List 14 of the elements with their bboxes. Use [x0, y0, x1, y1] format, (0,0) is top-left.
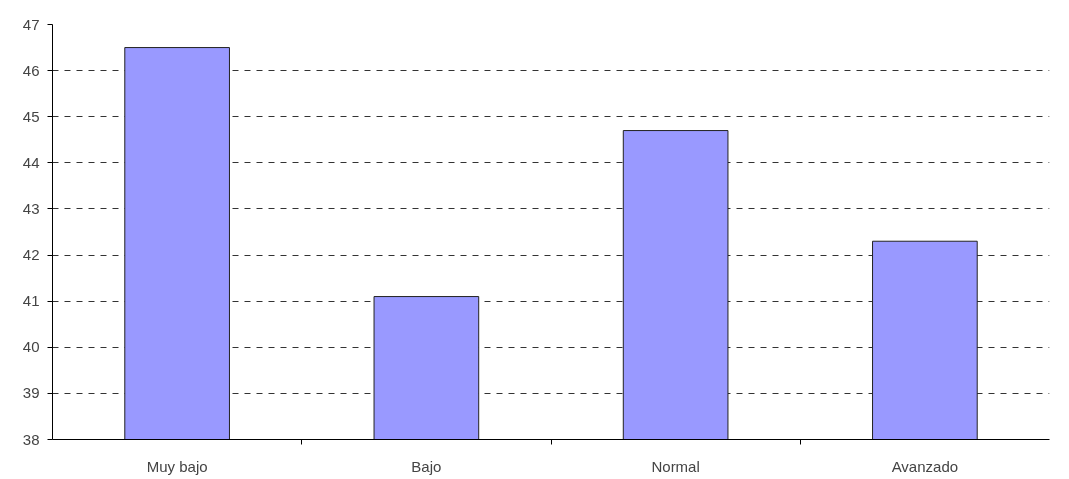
x-tick-label: Muy bajo — [146, 457, 208, 475]
y-tick-label: 38 — [22, 430, 40, 448]
x-tick-label: Normal — [651, 457, 700, 475]
y-tick-label: 40 — [22, 338, 40, 356]
y-tick-label: 43 — [22, 199, 40, 217]
y-tick-label: 46 — [22, 61, 40, 79]
y-tick-label: 39 — [22, 384, 40, 402]
y-tick-label: 41 — [22, 292, 40, 310]
y-tick-label: 42 — [22, 246, 40, 264]
x-tick-label: Avanzado — [891, 457, 959, 475]
y-tick-label: 47 — [22, 15, 40, 33]
y-tick-label: 45 — [22, 107, 40, 125]
x-tick-label: Bajo — [411, 457, 442, 475]
y-tick-label: 44 — [22, 153, 40, 171]
